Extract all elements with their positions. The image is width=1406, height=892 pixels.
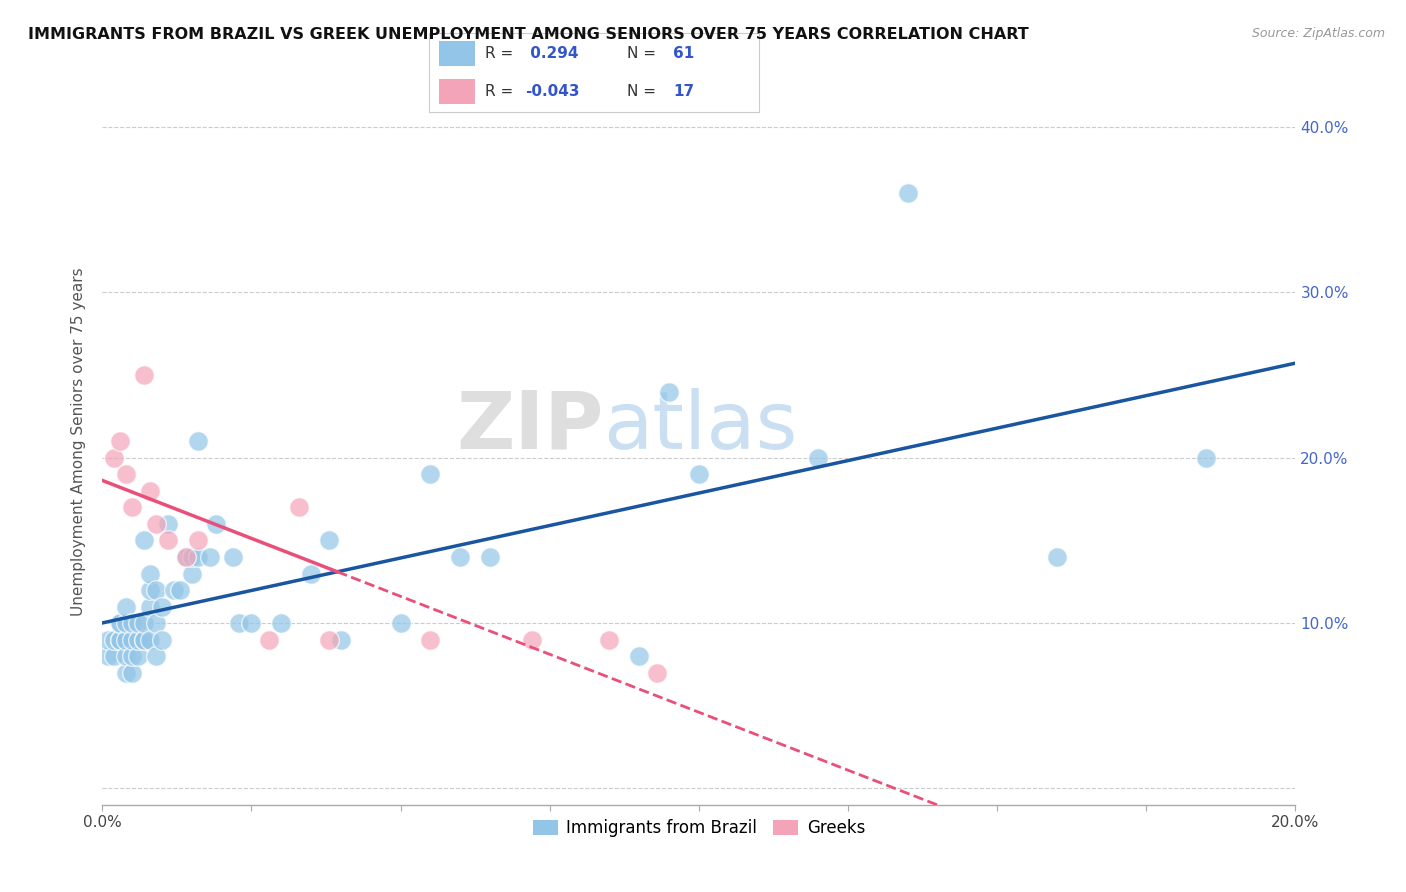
Point [288, 500, 311, 515]
Point [259, 632, 281, 647]
Text: Source: ZipAtlas.com: Source: ZipAtlas.com [1251, 27, 1385, 40]
Point [103, 649, 125, 664]
Text: 0.294: 0.294 [524, 45, 578, 61]
Point [449, 549, 471, 564]
Point [156, 533, 179, 548]
Text: IMMIGRANTS FROM BRAZIL VS GREEK UNEMPLOYMENT AMONG SENIORS OVER 75 YEARS CORRELA: IMMIGRANTS FROM BRAZIL VS GREEK UNEMPLOY… [28, 27, 1029, 42]
Text: 17: 17 [673, 84, 695, 99]
Point [115, 632, 138, 647]
Point [103, 632, 125, 647]
Text: N =: N = [627, 45, 661, 61]
Point [807, 450, 830, 465]
Point [1046, 549, 1069, 564]
Point [115, 665, 138, 680]
Point [228, 616, 250, 631]
Point [121, 665, 143, 680]
Point [108, 616, 131, 631]
Point [127, 649, 149, 664]
Point [132, 632, 155, 647]
Point [156, 516, 179, 531]
Text: ZIP: ZIP [456, 388, 603, 466]
Point [132, 368, 155, 382]
Point [187, 434, 209, 449]
Point [897, 186, 920, 201]
Legend: Immigrants from Brazil, Greeks: Immigrants from Brazil, Greeks [526, 813, 872, 844]
Point [180, 549, 202, 564]
Point [658, 384, 681, 399]
Point [97, 649, 120, 664]
Point [108, 434, 131, 449]
Point [174, 549, 197, 564]
Point [115, 649, 138, 664]
Point [688, 467, 710, 482]
Point [145, 516, 167, 531]
Text: 61: 61 [673, 45, 695, 61]
Point [174, 549, 197, 564]
Point [127, 616, 149, 631]
Point [132, 533, 155, 548]
Point [139, 566, 162, 581]
Point [198, 549, 221, 564]
Point [204, 516, 226, 531]
Point [145, 582, 167, 597]
Point [121, 649, 143, 664]
Point [187, 533, 209, 548]
Point [419, 632, 441, 647]
Point [132, 632, 155, 647]
Point [145, 649, 167, 664]
Point [108, 632, 131, 647]
Point [150, 632, 173, 647]
Point [108, 632, 131, 647]
Point [121, 632, 143, 647]
Text: atlas: atlas [603, 388, 797, 466]
Point [121, 616, 143, 631]
Point [318, 632, 340, 647]
Point [121, 500, 143, 515]
Point [139, 599, 162, 614]
Point [270, 616, 292, 631]
Point [169, 582, 191, 597]
Point [115, 599, 138, 614]
Text: R =: R = [485, 84, 519, 99]
Point [187, 549, 209, 564]
Point [598, 632, 620, 647]
Point [299, 566, 322, 581]
Point [139, 632, 162, 647]
Bar [439, 41, 475, 66]
Point [318, 533, 340, 548]
Point [222, 549, 245, 564]
Text: R =: R = [485, 45, 519, 61]
Point [97, 632, 120, 647]
Point [127, 632, 149, 647]
Point [139, 582, 162, 597]
Point [645, 665, 668, 680]
Point [520, 632, 543, 647]
Point [1195, 450, 1218, 465]
Point [108, 616, 131, 631]
Point [163, 582, 186, 597]
Point [103, 450, 125, 465]
Text: N =: N = [627, 84, 661, 99]
Point [479, 549, 502, 564]
Point [115, 616, 138, 631]
Point [139, 483, 162, 498]
Bar [439, 78, 475, 103]
Point [180, 566, 202, 581]
Point [419, 467, 441, 482]
Point [329, 632, 352, 647]
Point [240, 616, 263, 631]
Point [628, 649, 651, 664]
Point [389, 616, 412, 631]
Point [132, 616, 155, 631]
Text: -0.043: -0.043 [524, 84, 579, 99]
Y-axis label: Unemployment Among Seniors over 75 years: Unemployment Among Seniors over 75 years [72, 267, 86, 615]
Point [145, 616, 167, 631]
Point [115, 467, 138, 482]
Point [150, 599, 173, 614]
